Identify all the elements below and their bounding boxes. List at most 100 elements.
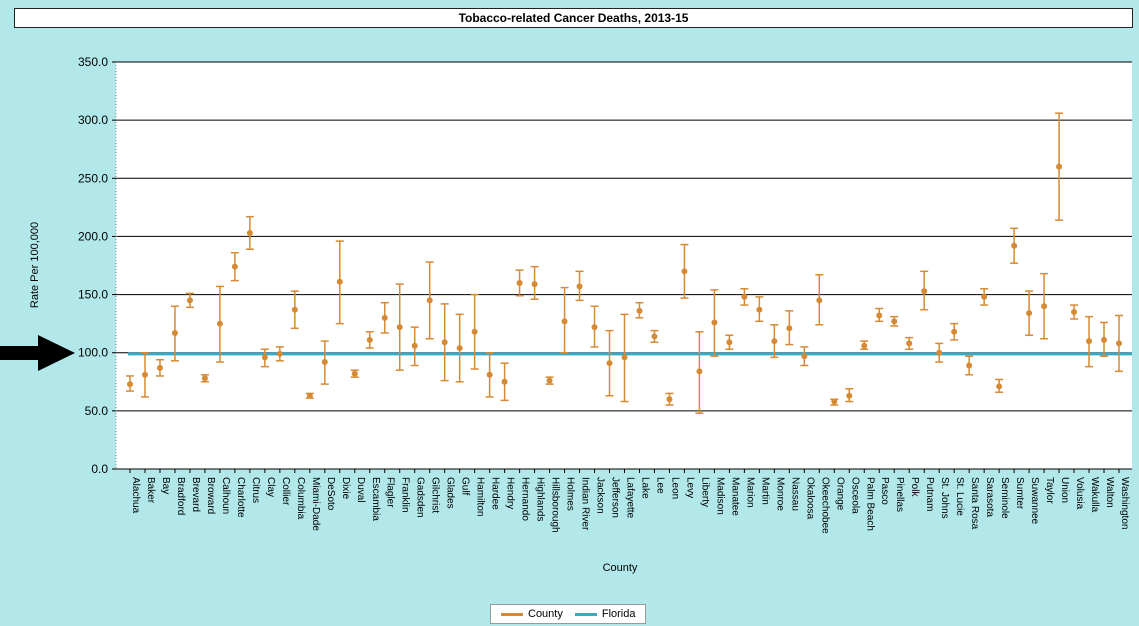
data-point-37 [681,268,688,275]
x-tick-label-46: Okeechobee [819,477,830,534]
y-tick-label-1: 50.0 [85,404,109,418]
legend: County Florida [490,604,647,624]
x-tick-label-33: Lafayette [625,477,636,519]
x-tick-label-16: Escambia [370,477,381,521]
data-point-56 [966,362,973,369]
data-point-32 [606,360,613,367]
x-axis-label: County [602,562,638,574]
data-point-25 [501,378,508,385]
data-point-43 [771,338,778,345]
data-point-19 [411,342,418,349]
x-tick-label-26: Hernando [520,477,531,521]
x-tick-label-58: Seminole [999,477,1010,519]
data-point-14 [336,278,343,285]
legend-label-florida: Florida [601,608,636,620]
x-tick-label-22: Gulf [460,477,471,496]
data-point-2 [156,364,163,371]
x-tick-label-20: Gilchrist [430,477,441,513]
legend-swatch-county [501,612,523,616]
x-tick-label-61: Taylor [1044,477,1055,504]
data-point-3 [171,329,178,336]
data-point-1 [141,371,148,378]
data-point-4 [186,297,193,304]
data-point-30 [576,283,583,290]
x-tick-label-5: Broward [205,477,216,514]
data-point-40 [726,339,733,346]
x-tick-label-14: Dixie [340,477,351,500]
data-point-34 [636,307,643,314]
x-tick-label-53: Putnam [924,477,935,511]
x-tick-label-6: Calhoun [220,477,231,514]
data-point-45 [801,353,808,360]
data-point-42 [756,306,763,313]
x-tick-label-19: Gadsden [415,477,426,518]
data-point-6 [216,320,223,327]
data-point-7 [231,263,238,270]
data-point-22 [456,345,463,352]
data-point-66 [1116,340,1122,347]
x-tick-label-4: Brevard [190,477,201,512]
x-tick-label-36: Leon [669,477,680,499]
data-point-50 [876,312,883,319]
x-tick-label-44: Nassau [789,477,800,511]
data-point-38 [696,368,703,375]
x-tick-label-8: Citrus [250,477,261,503]
x-tick-label-35: Lee [654,477,665,494]
x-tick-label-59: Sumter [1014,477,1025,510]
data-point-39 [711,319,718,326]
x-tick-label-63: Volusia [1074,477,1085,510]
x-tick-label-38: Liberty [699,477,710,507]
data-point-11 [291,306,298,313]
data-point-9 [261,354,268,361]
x-tick-label-47: Orange [834,477,845,511]
x-tick-label-62: Union [1059,477,1070,503]
data-point-55 [951,328,958,335]
y-tick-label-5: 250.0 [78,171,108,185]
x-tick-label-43: Monroe [774,477,785,511]
data-point-13 [321,359,328,366]
x-tick-label-24: Hardee [490,477,501,510]
x-tick-label-27: Highlands [535,477,546,521]
legend-label-county: County [528,608,563,620]
x-tick-label-9: Clay [265,477,276,497]
data-point-27 [531,281,538,288]
data-point-21 [441,339,448,346]
x-tick-label-64: Wakulla [1089,477,1100,513]
data-point-57 [981,293,988,300]
data-point-28 [546,377,553,384]
x-tick-label-31: Jackson [595,477,606,514]
data-point-63 [1071,309,1078,316]
x-tick-label-11: Columbia [295,477,306,520]
data-point-49 [861,342,868,349]
x-tick-label-60: Suwannee [1029,477,1040,525]
x-tick-label-49: Palm Beach [864,477,875,531]
x-tick-label-66: Washington [1119,477,1130,529]
x-tick-label-1: Baker [145,477,156,504]
data-point-48 [846,392,853,399]
data-point-31 [591,324,598,331]
data-point-36 [666,396,673,403]
data-point-23 [471,328,478,335]
x-tick-label-3: Bradford [175,477,186,515]
x-tick-label-56: Santa Rosa [969,477,980,530]
data-point-12 [306,392,313,399]
x-tick-label-2: Bay [160,477,171,494]
x-tick-label-54: St. Johns [939,477,950,519]
y-tick-label-0: 0.0 [91,462,108,476]
data-point-59 [1011,242,1018,249]
x-tick-label-30: Indian River [580,477,591,531]
x-tick-label-10: Collier [280,477,291,506]
y-tick-label-6: 300.0 [78,113,108,127]
y-tick-label-2: 100.0 [78,346,108,360]
x-tick-label-37: Levy [684,477,695,498]
legend-swatch-florida [574,612,597,616]
x-tick-label-12: Miami-Dade [310,477,321,531]
data-point-0 [127,381,133,388]
data-point-18 [396,324,403,331]
data-point-5 [201,375,208,382]
legend-item-florida: Florida [574,608,636,620]
data-point-62 [1056,163,1063,170]
data-point-44 [786,325,793,332]
x-tick-label-48: Osceola [849,477,860,514]
